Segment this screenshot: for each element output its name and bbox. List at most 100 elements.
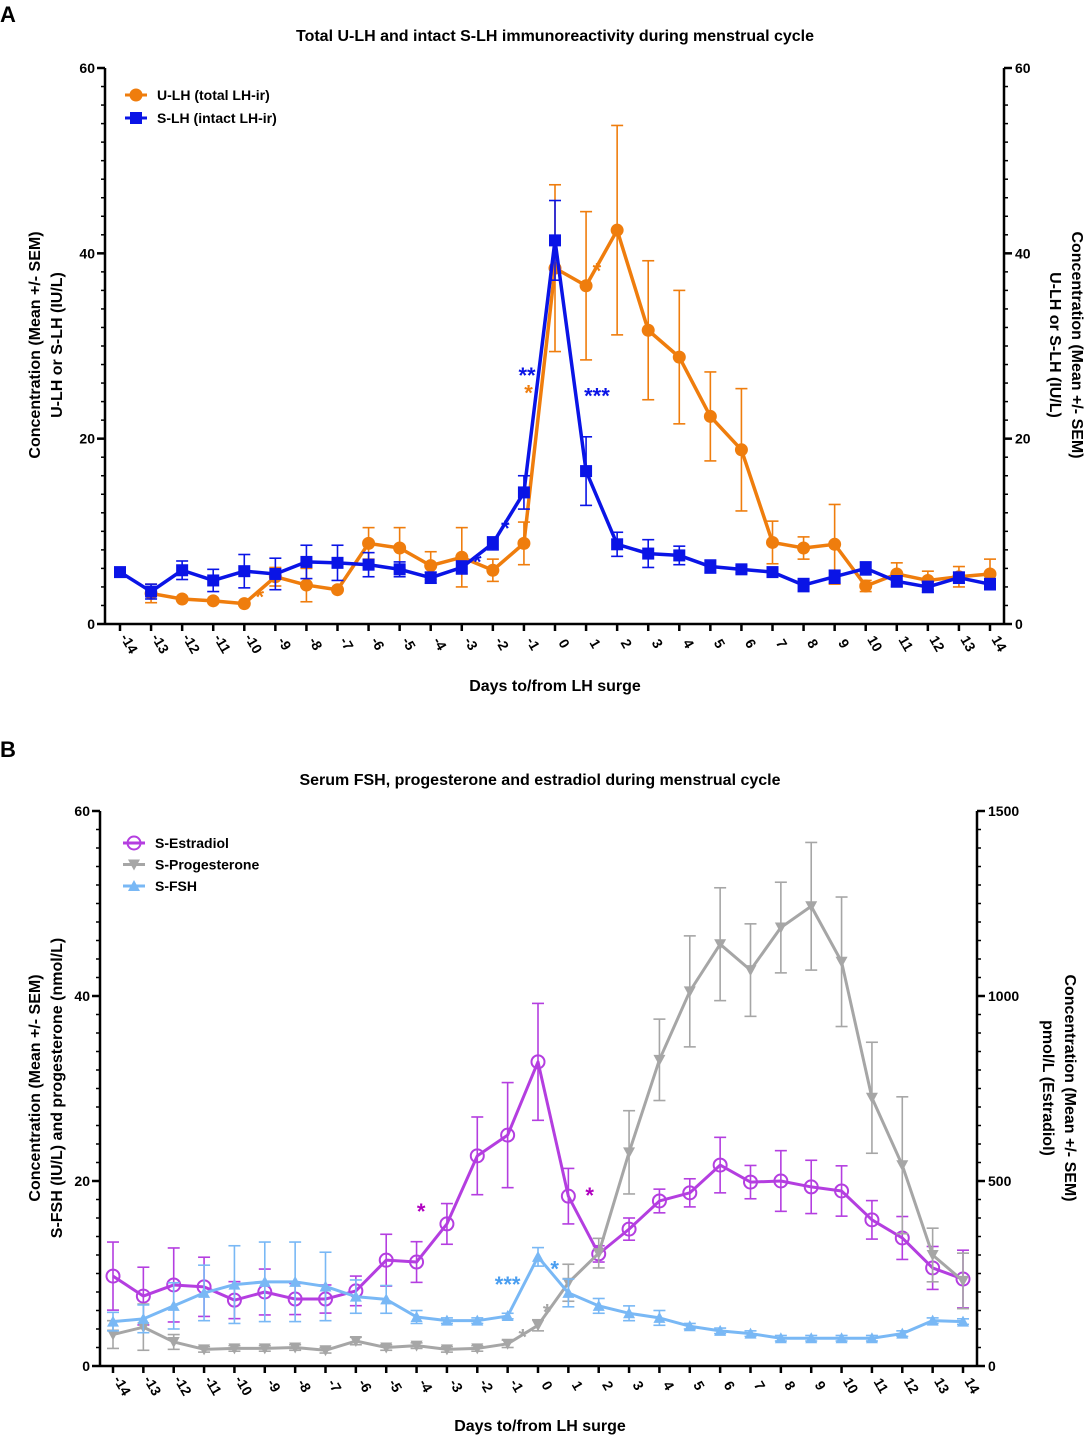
data-point [500, 1127, 516, 1143]
data-point [621, 1221, 637, 1237]
data-point [957, 1275, 969, 1287]
x-tick-label: -12 [179, 631, 203, 657]
significance-marker: * [501, 516, 510, 541]
chart-title-a: Total U-LH and intact S-LH immunoreactiv… [296, 28, 814, 45]
legend-item: S-Estradiol [123, 835, 229, 851]
series-s-fsh [107, 1241, 969, 1344]
x-tick-label: -10 [242, 631, 266, 657]
data-point [517, 486, 530, 499]
y-axis-label-b-line1: Concentration (Mean +/- SEM) [27, 974, 44, 1201]
x-tick-label: 11 [895, 633, 916, 654]
data-point [865, 1092, 878, 1104]
significance-marker: ** [518, 363, 536, 388]
data-point [107, 1315, 119, 1327]
x-tick-label: -9 [275, 634, 295, 653]
right-y-tick-label: 60 [1015, 60, 1031, 76]
legend-marker [128, 880, 140, 891]
panel-label-a: A [0, 2, 16, 27]
x-tick-label: -4 [416, 1376, 436, 1395]
data-point [673, 549, 686, 562]
x-tick-label: -12 [171, 1373, 195, 1399]
x-tick-label: 8 [804, 636, 822, 651]
x-tick-label: -2 [477, 1376, 497, 1395]
x-tick-label: 5 [690, 1378, 708, 1393]
series-s-progesterone [107, 841, 969, 1357]
data-point [803, 1179, 819, 1195]
data-point [611, 538, 624, 551]
data-point [926, 1314, 939, 1326]
data-point [805, 901, 818, 913]
data-point [107, 1329, 119, 1341]
x-tick-label: 3 [630, 1378, 648, 1393]
data-point [228, 1343, 241, 1355]
x-tick-label: 6 [721, 1378, 739, 1393]
legend-label: S-Estradiol [155, 835, 229, 851]
x-tick-label: 12 [926, 633, 948, 655]
data-point [984, 578, 996, 591]
right-y-axis-label-b-line1: Concentration (Mean +/- SEM) [1061, 974, 1078, 1201]
x-tick-label: 2 [599, 1378, 617, 1393]
significance-marker: * [524, 381, 533, 406]
data-point [834, 1183, 850, 1199]
x-tick-label: -13 [148, 631, 172, 657]
data-point [198, 1286, 211, 1298]
data-point [653, 1054, 666, 1066]
x-tick-label: -6 [355, 1376, 375, 1395]
significance-marker: * [256, 584, 265, 609]
data-point [258, 1275, 271, 1287]
data-point [145, 585, 158, 598]
left-y-tick-label: 20 [74, 1173, 90, 1189]
right-y-axis-label-a-line2: U-LH or S-LH (IU/L) [1046, 272, 1063, 418]
x-tick-label: -14 [110, 1373, 134, 1399]
right-y-tick-label: 1000 [988, 988, 1019, 1004]
data-point [380, 1293, 393, 1305]
x-tick-label: -7 [325, 1376, 345, 1395]
x-tick-label: 13 [957, 633, 979, 655]
chart-title-b: Serum FSH, progesterone and estradiol du… [299, 772, 780, 789]
data-point [410, 1310, 423, 1322]
data-point [517, 536, 531, 550]
x-tick-label: 4 [660, 1378, 678, 1393]
panel-label-b: B [0, 737, 16, 762]
data-point [331, 583, 344, 597]
data-point [362, 536, 376, 550]
x-tick-label: -3 [446, 1376, 466, 1395]
data-point [198, 1344, 211, 1356]
significance-marker: * [417, 1199, 426, 1224]
data-point [774, 1332, 787, 1344]
data-point [623, 1307, 636, 1319]
x-tick-label: 13 [931, 1375, 953, 1397]
x-tick-label: 9 [812, 1378, 830, 1393]
data-point [735, 563, 748, 576]
panel-a-lh-chart: A Total U-LH and intact S-LH immunoreact… [0, 2, 1085, 695]
left-y-tick-label: 40 [74, 988, 90, 1004]
x-tick-label: -2 [492, 634, 512, 653]
x-tick-label: 8 [781, 1378, 799, 1393]
data-point [393, 541, 407, 555]
data-point [319, 1280, 332, 1292]
x-tick-label: -11 [211, 631, 235, 656]
x-tick-label: 1 [569, 1378, 587, 1393]
x-tick-label: 4 [680, 636, 698, 651]
right-y-tick-label: 0 [1015, 616, 1023, 632]
right-y-tick-label: 20 [1015, 431, 1031, 447]
significance-marker: * [473, 549, 482, 574]
data-point [410, 1340, 423, 1352]
data-point [744, 1327, 757, 1339]
x-tick-label: 5 [711, 636, 729, 651]
data-point [797, 541, 811, 555]
data-point [683, 986, 696, 998]
y-axis-label-a-line1: Concentration (Mean +/- SEM) [27, 231, 44, 458]
data-point [501, 1310, 514, 1322]
significance-marker: *** [495, 1272, 521, 1297]
legend-label: S-LH (intact LH-ir) [157, 110, 277, 126]
left-y-tick-label: 0 [82, 1358, 90, 1374]
data-point [439, 1216, 455, 1232]
data-point [289, 1342, 302, 1354]
data-point [642, 547, 655, 560]
legend-label: S-FSH [155, 878, 197, 894]
right-y-tick-label: 40 [1015, 245, 1031, 261]
right-y-tick-label: 500 [988, 1173, 1012, 1189]
x-tick-label: 0 [538, 1378, 556, 1393]
